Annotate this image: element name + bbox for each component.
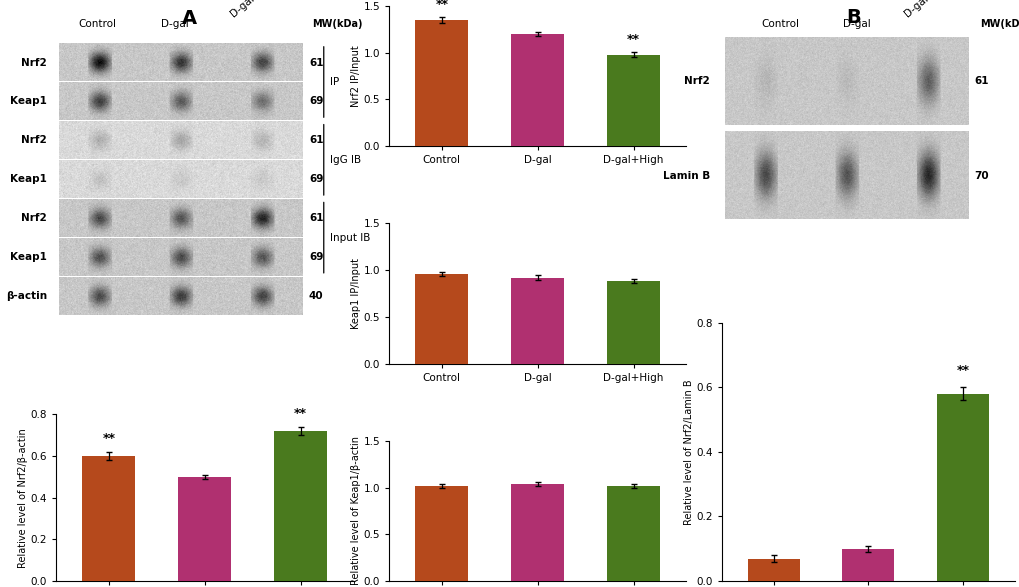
Y-axis label: Nrf2 IP/Input: Nrf2 IP/Input	[351, 45, 361, 107]
Bar	[274, 431, 327, 581]
Text: IP: IP	[329, 77, 338, 87]
Y-axis label: Relative level of Nrf2/β-actin: Relative level of Nrf2/β-actin	[17, 428, 28, 568]
Text: 40: 40	[309, 291, 323, 301]
Bar	[606, 281, 659, 364]
Y-axis label: Keap1 IP/Input: Keap1 IP/Input	[351, 258, 361, 329]
Bar	[511, 278, 564, 364]
Text: Nrf2: Nrf2	[684, 76, 709, 86]
Text: Keap1: Keap1	[10, 174, 47, 184]
Text: MW(kDa): MW(kDa)	[979, 19, 1019, 29]
Text: D-gal: D-gal	[842, 19, 870, 29]
Text: **: **	[435, 0, 447, 12]
Bar	[936, 394, 988, 581]
Text: D-gal: D-gal	[161, 19, 189, 29]
Text: **: **	[102, 432, 115, 446]
Text: Control: Control	[761, 19, 799, 29]
Text: IgG IB: IgG IB	[329, 155, 361, 165]
Text: Keap1: Keap1	[10, 252, 47, 262]
Bar	[842, 549, 894, 581]
Text: **: **	[956, 364, 968, 377]
Text: Control: Control	[78, 19, 116, 29]
Text: 61: 61	[309, 136, 323, 146]
Text: 61: 61	[309, 58, 323, 68]
Text: 70: 70	[973, 171, 987, 181]
Text: Nrf2: Nrf2	[21, 58, 47, 68]
Text: 69: 69	[309, 96, 323, 106]
Text: 61: 61	[973, 76, 987, 86]
Y-axis label: Relative level of Keap1/β-actin: Relative level of Keap1/β-actin	[351, 437, 361, 585]
Bar	[415, 20, 468, 146]
Bar	[511, 34, 564, 146]
Text: D-gal+High: D-gal+High	[902, 0, 955, 19]
Text: A: A	[182, 9, 198, 28]
Text: 69: 69	[309, 174, 323, 184]
Text: Keap1: Keap1	[10, 96, 47, 106]
Bar	[415, 274, 468, 364]
Text: B: B	[846, 8, 860, 27]
Text: **: **	[627, 33, 640, 46]
Text: D-gal+High: D-gal+High	[228, 0, 280, 19]
Text: 61: 61	[309, 213, 323, 223]
Bar	[606, 485, 659, 581]
Y-axis label: Relative level of Nrf2/Lamin B: Relative level of Nrf2/Lamin B	[683, 379, 693, 525]
Text: **: **	[293, 407, 307, 420]
Text: Input IB: Input IB	[329, 232, 370, 242]
Text: MW(kDa): MW(kDa)	[312, 19, 362, 29]
Text: Nrf2: Nrf2	[21, 213, 47, 223]
Text: β-actin: β-actin	[6, 291, 47, 301]
Bar	[511, 484, 564, 581]
Text: 69: 69	[309, 252, 323, 262]
Text: Lamin B: Lamin B	[662, 171, 709, 181]
Bar	[606, 55, 659, 146]
Text: Nrf2: Nrf2	[21, 136, 47, 146]
Bar	[747, 558, 799, 581]
Bar	[83, 456, 136, 581]
Bar	[415, 485, 468, 581]
Bar	[178, 477, 231, 581]
